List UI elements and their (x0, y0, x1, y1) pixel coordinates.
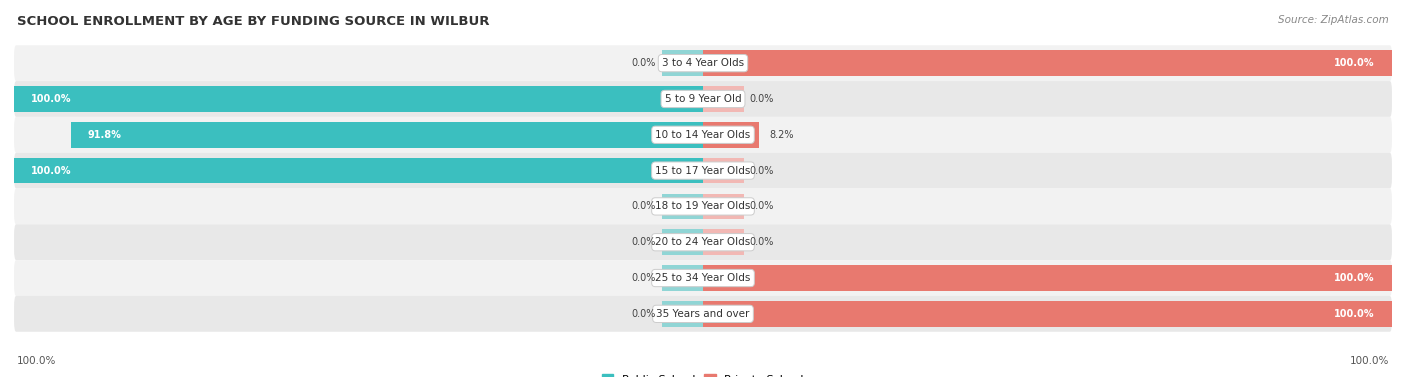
Text: 15 to 17 Year Olds: 15 to 17 Year Olds (655, 166, 751, 176)
Text: 0.0%: 0.0% (631, 309, 657, 319)
FancyBboxPatch shape (14, 81, 1392, 117)
FancyBboxPatch shape (14, 153, 1392, 188)
Text: 3 to 4 Year Olds: 3 to 4 Year Olds (662, 58, 744, 68)
Text: 35 Years and over: 35 Years and over (657, 309, 749, 319)
Text: 0.0%: 0.0% (631, 58, 657, 68)
Bar (14, 158, 703, 184)
Text: 0.0%: 0.0% (631, 273, 657, 283)
Text: 20 to 24 Year Olds: 20 to 24 Year Olds (655, 237, 751, 247)
Text: 91.8%: 91.8% (87, 130, 122, 140)
Text: 100.0%: 100.0% (31, 94, 72, 104)
Text: SCHOOL ENROLLMENT BY AGE BY FUNDING SOURCE IN WILBUR: SCHOOL ENROLLMENT BY AGE BY FUNDING SOUR… (17, 15, 489, 28)
FancyBboxPatch shape (14, 224, 1392, 260)
Bar (703, 301, 1392, 327)
FancyBboxPatch shape (14, 260, 1392, 296)
Text: 0.0%: 0.0% (631, 201, 657, 211)
FancyBboxPatch shape (14, 117, 1392, 153)
Text: 100.0%: 100.0% (1334, 273, 1375, 283)
Text: 0.0%: 0.0% (749, 201, 775, 211)
FancyBboxPatch shape (14, 188, 1392, 224)
Bar (703, 50, 1392, 76)
Text: 0.0%: 0.0% (749, 94, 775, 104)
Text: 100.0%: 100.0% (31, 166, 72, 176)
Bar (70, 122, 703, 148)
Text: 100.0%: 100.0% (1350, 356, 1389, 366)
Bar (703, 86, 744, 112)
Text: Source: ZipAtlas.com: Source: ZipAtlas.com (1278, 15, 1389, 25)
Text: 100.0%: 100.0% (1334, 309, 1375, 319)
FancyBboxPatch shape (14, 45, 1392, 81)
Text: 100.0%: 100.0% (1334, 58, 1375, 68)
Text: 0.0%: 0.0% (631, 237, 657, 247)
Text: 0.0%: 0.0% (749, 166, 775, 176)
Text: 5 to 9 Year Old: 5 to 9 Year Old (665, 94, 741, 104)
Text: 8.2%: 8.2% (770, 130, 794, 140)
Bar (14, 86, 703, 112)
Text: 18 to 19 Year Olds: 18 to 19 Year Olds (655, 201, 751, 211)
Bar (662, 265, 703, 291)
Text: 10 to 14 Year Olds: 10 to 14 Year Olds (655, 130, 751, 140)
Bar (703, 265, 1392, 291)
Text: 100.0%: 100.0% (17, 356, 56, 366)
Bar (662, 193, 703, 219)
Text: 0.0%: 0.0% (749, 237, 775, 247)
Bar (662, 301, 703, 327)
Bar (662, 50, 703, 76)
FancyBboxPatch shape (14, 296, 1392, 332)
Bar (703, 122, 759, 148)
Bar (703, 158, 744, 184)
Bar (703, 229, 744, 255)
Bar (703, 193, 744, 219)
Bar (662, 229, 703, 255)
Legend: Public School, Private School: Public School, Private School (598, 370, 808, 377)
Text: 25 to 34 Year Olds: 25 to 34 Year Olds (655, 273, 751, 283)
